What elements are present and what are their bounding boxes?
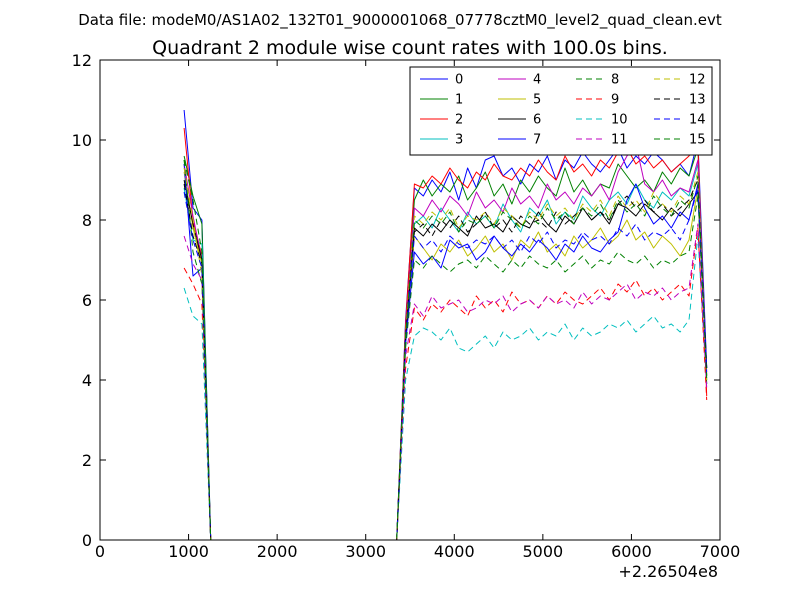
x-tick-label: 6000 — [611, 542, 652, 561]
y-tick-label: 4 — [82, 371, 92, 390]
legend-label-8: 8 — [611, 73, 619, 88]
x-tick-label: 0 — [95, 542, 105, 561]
y-tick-label: 0 — [82, 531, 92, 550]
legend-label-4: 4 — [533, 73, 541, 88]
legend-label-11: 11 — [611, 133, 628, 148]
legend-label-3: 3 — [455, 133, 463, 148]
legend-label-1: 1 — [455, 93, 463, 108]
y-tick-label: 10 — [72, 131, 92, 150]
plot-frame — [99, 59, 721, 541]
legend-label-13: 13 — [689, 93, 706, 108]
x-tick-label: 5000 — [522, 542, 563, 561]
y-tick-label: 6 — [82, 291, 92, 310]
y-tick-label: 8 — [82, 211, 92, 230]
x-tick-label: 4000 — [434, 542, 475, 561]
legend-label-12: 12 — [689, 73, 706, 88]
x-tick-label: 2000 — [257, 542, 298, 561]
legend-label-7: 7 — [533, 133, 541, 148]
x-axis-offset-label: +2.26504e8 — [618, 562, 718, 581]
series-line-9 — [183, 227, 708, 541]
y-tick-label: 12 — [72, 51, 92, 70]
legend-box — [409, 66, 713, 156]
x-tick-label: 1000 — [168, 542, 209, 561]
y-tick-label: 2 — [82, 451, 92, 470]
figure-suptitle: Data file: modeM0/AS1A02_132T01_90000010… — [78, 11, 722, 30]
legend-label-10: 10 — [611, 113, 628, 128]
chart-title: Quadrant 2 module wise count rates with … — [152, 37, 668, 59]
legend-label-15: 15 — [689, 133, 706, 148]
legend-label-0: 0 — [455, 73, 463, 88]
x-tick-label: 3000 — [345, 542, 386, 561]
legend-label-9: 9 — [611, 93, 619, 108]
legend-label-5: 5 — [533, 93, 541, 108]
x-tick-label: 7000 — [700, 542, 741, 561]
legend-label-2: 2 — [455, 113, 463, 128]
legend-label-6: 6 — [533, 113, 541, 128]
legend-label-14: 14 — [689, 113, 706, 128]
